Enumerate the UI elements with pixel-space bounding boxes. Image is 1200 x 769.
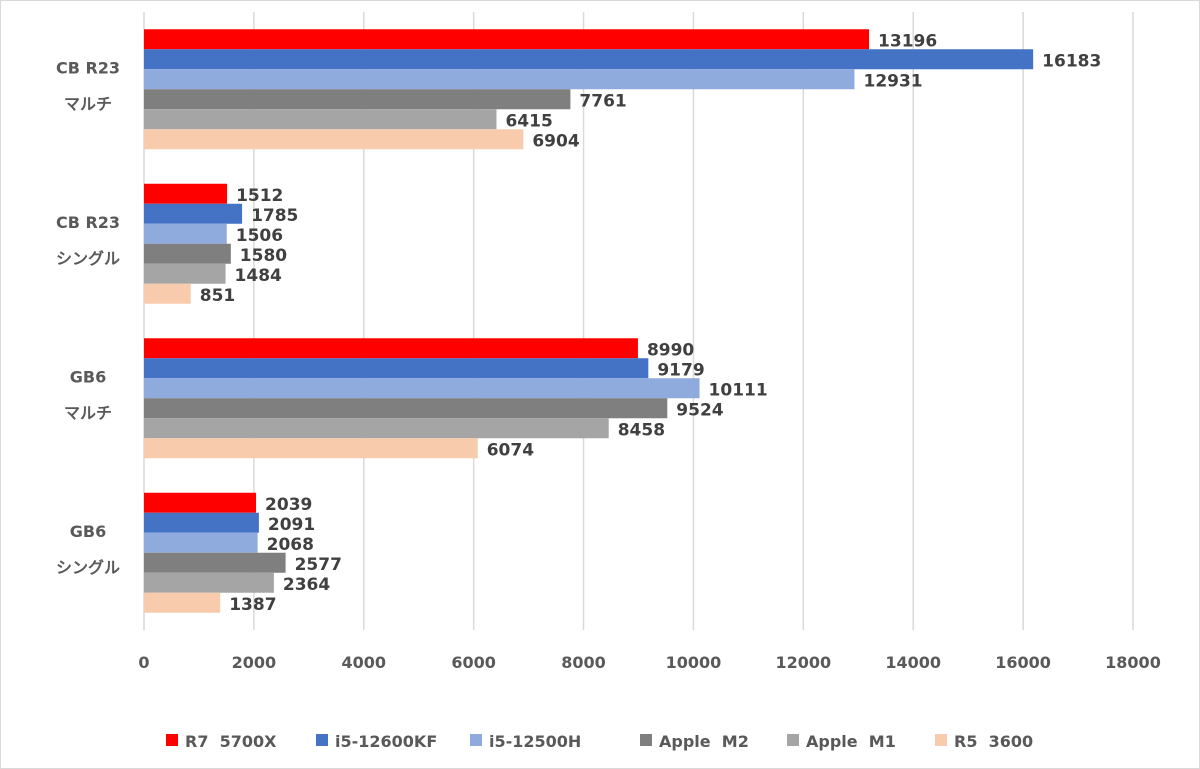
bar bbox=[144, 203, 243, 224]
legend-label: i5-12500H bbox=[489, 732, 581, 751]
x-tick-label: 0 bbox=[138, 653, 149, 672]
legend-swatch bbox=[640, 734, 652, 746]
bar bbox=[144, 492, 257, 513]
bars bbox=[144, 29, 1034, 613]
data-label: 1506 bbox=[236, 226, 283, 246]
bar bbox=[144, 532, 258, 553]
bar bbox=[144, 129, 524, 150]
bar bbox=[144, 572, 274, 593]
data-label: 2364 bbox=[283, 575, 330, 595]
category-label: シングル bbox=[56, 558, 120, 577]
legend-swatch bbox=[787, 734, 799, 746]
legend-swatch bbox=[166, 734, 178, 746]
bar bbox=[144, 49, 1034, 70]
data-label: 10111 bbox=[709, 380, 768, 400]
x-tick-label: 8000 bbox=[561, 653, 606, 672]
data-label: 1387 bbox=[229, 595, 276, 615]
bar bbox=[144, 69, 855, 90]
bar bbox=[144, 223, 227, 244]
data-label: 2577 bbox=[295, 555, 342, 575]
category-label: シングル bbox=[56, 249, 120, 268]
data-label: 1512 bbox=[236, 186, 283, 206]
data-label: 8990 bbox=[647, 340, 694, 360]
data-label: 2068 bbox=[267, 535, 314, 555]
bar bbox=[144, 398, 668, 419]
category-label: マルチ bbox=[64, 403, 112, 422]
bar bbox=[144, 338, 638, 359]
data-label: 7761 bbox=[579, 91, 626, 111]
data-label: 2091 bbox=[268, 515, 315, 535]
bar bbox=[144, 552, 286, 573]
bar bbox=[144, 378, 700, 399]
data-label: 16183 bbox=[1042, 51, 1101, 71]
legend-label: i5-12600KF bbox=[335, 732, 437, 751]
legend: R7 5700X i5-12600KF i5-12500H Apple M2 Apple… bbox=[166, 732, 1033, 751]
legend-swatch bbox=[935, 734, 947, 746]
x-tick-label: 18000 bbox=[1105, 653, 1161, 672]
category-label: CB R23 bbox=[56, 213, 120, 232]
category-label: CB R23 bbox=[56, 58, 120, 77]
data-label: 1785 bbox=[251, 206, 298, 226]
data-label: 12931 bbox=[863, 71, 922, 91]
bar bbox=[144, 512, 259, 533]
x-tick-label: 14000 bbox=[885, 653, 941, 672]
data-label: 6074 bbox=[487, 440, 534, 460]
x-tick-label: 4000 bbox=[342, 653, 387, 672]
x-tick-labels: 0 2000 4000 6000 8000 10000 12000 14000 16000 180… bbox=[138, 653, 1160, 672]
bar bbox=[144, 109, 497, 130]
data-label: 8458 bbox=[618, 420, 665, 440]
legend-swatch bbox=[316, 734, 328, 746]
legend-swatch bbox=[470, 734, 482, 746]
bar bbox=[144, 243, 231, 264]
category-label: GB6 bbox=[70, 522, 106, 541]
data-label: 851 bbox=[200, 286, 236, 306]
legend-label: Apple M1 bbox=[806, 732, 896, 751]
data-label: 13196 bbox=[878, 31, 937, 51]
bar bbox=[144, 438, 478, 459]
bar bbox=[144, 418, 609, 439]
category-label: マルチ bbox=[64, 94, 112, 113]
legend-label: R7 5700X bbox=[185, 732, 277, 751]
data-label: 9524 bbox=[676, 400, 723, 420]
data-label: 9179 bbox=[657, 360, 704, 380]
data-label: 2039 bbox=[265, 495, 312, 515]
bar bbox=[144, 358, 649, 379]
data-labels: 1319616183129317761641569041512178515061… bbox=[200, 31, 1102, 615]
bar bbox=[144, 263, 226, 284]
data-label: 1580 bbox=[240, 246, 287, 266]
bar bbox=[144, 89, 571, 110]
bar bbox=[144, 592, 221, 613]
data-label: 6415 bbox=[505, 111, 552, 131]
x-tick-label: 10000 bbox=[666, 653, 722, 672]
data-label: 1484 bbox=[235, 266, 282, 286]
x-tick-label: 2000 bbox=[232, 653, 277, 672]
category-labels: CB R23 マルチ CB R23 シングル GB6 マルチ GB6 シングル bbox=[56, 58, 120, 577]
x-tick-label: 12000 bbox=[775, 653, 831, 672]
category-label: GB6 bbox=[70, 367, 106, 386]
legend-label: R5 3600 bbox=[954, 732, 1033, 751]
x-tick-label: 16000 bbox=[995, 653, 1051, 672]
bar bbox=[144, 183, 228, 204]
x-tick-label: 6000 bbox=[451, 653, 496, 672]
bar bbox=[144, 283, 191, 304]
legend-label: Apple M2 bbox=[659, 732, 749, 751]
data-label: 6904 bbox=[532, 131, 579, 151]
bar bbox=[144, 29, 870, 50]
